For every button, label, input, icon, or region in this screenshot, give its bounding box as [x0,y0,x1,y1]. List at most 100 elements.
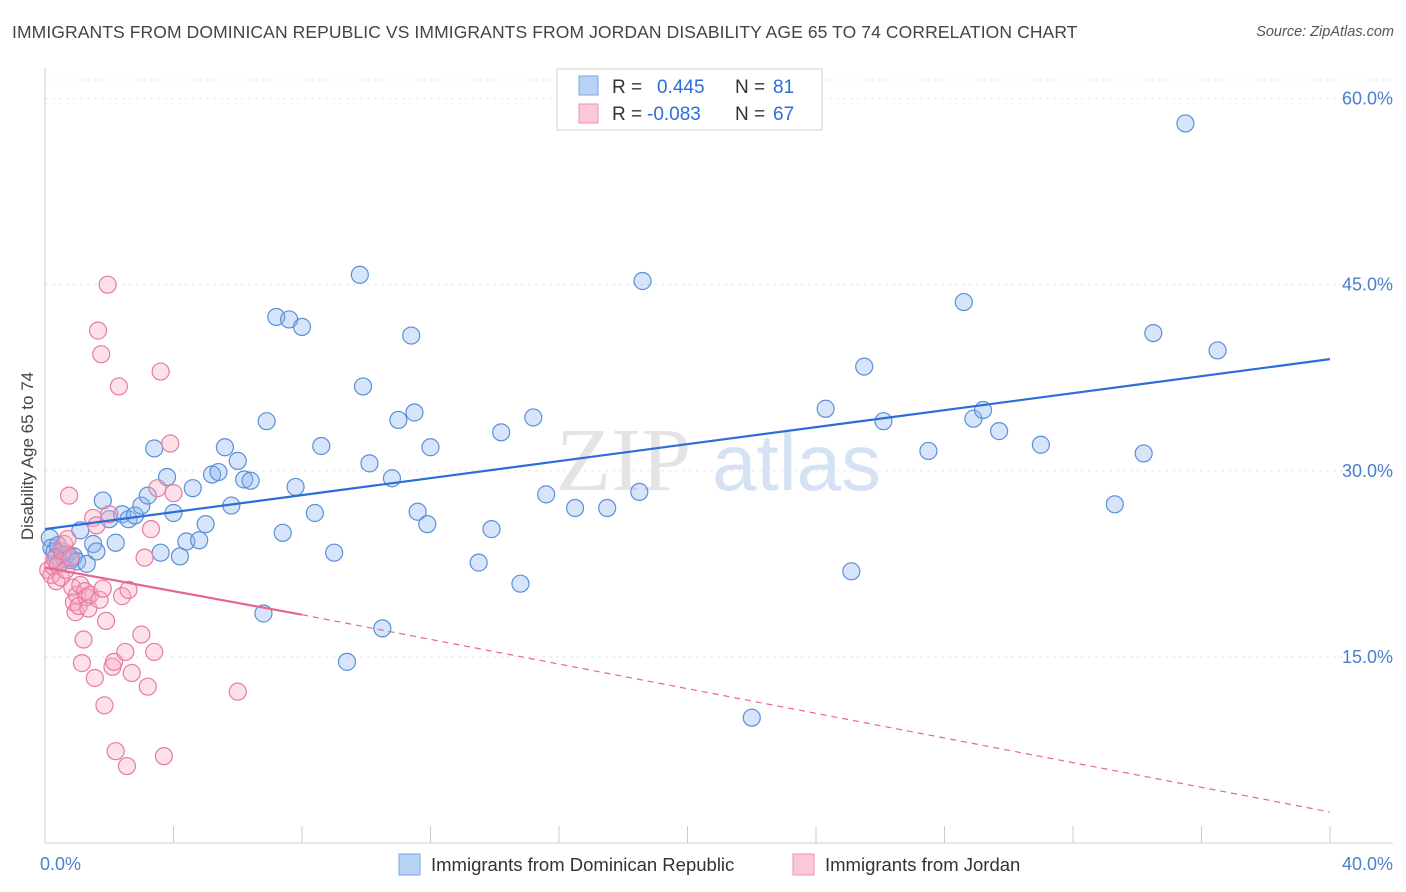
point-dominican-24 [145,439,164,458]
point-dominican-74 [842,562,861,581]
point-dominican-54 [373,619,392,638]
point-jordan-31 [93,579,112,598]
point-dominican-46 [292,317,312,336]
watermark-zip: ZIP [556,411,691,510]
point-jordan-52 [154,747,173,766]
point-jordan-12 [61,548,80,567]
point-jordan-39 [109,377,128,396]
point-jordan-19 [72,654,92,673]
point-jordan-51 [151,362,170,381]
point-dominican-38 [235,470,254,489]
legend-swatch-jordan [578,103,599,124]
trend-line-dominican [44,358,1331,531]
bottom-legend-swatch-dominican [398,853,421,876]
point-jordan-30 [92,345,111,364]
point-jordan-29 [90,590,109,609]
point-dominican-23 [138,486,157,505]
point-dominican-84 [1134,444,1153,463]
point-dominican-64 [492,423,511,442]
y-tick-label-1: 30.0% [1342,461,1393,481]
legend-n-value-1: 81 [773,77,794,98]
point-dominican-56 [389,410,408,430]
point-dominican-81 [990,422,1009,441]
point-dominican-76 [874,412,893,431]
y-tick-label-3: 60.0% [1342,89,1393,109]
point-dominican-77 [919,441,938,461]
point-dominican-67 [537,485,556,504]
point-dominican-75 [855,357,874,376]
point-dominican-61 [421,438,440,457]
point-jordan-41 [116,642,135,662]
point-dominican-82 [1031,435,1050,454]
point-jordan-53 [161,434,180,453]
legend-r-value-2: -0.083 [647,104,701,125]
y-tick-label-2: 45.0% [1342,275,1393,295]
point-dominican-52 [353,377,373,396]
data-points [39,114,1227,776]
point-jordan-32 [95,696,114,715]
point-dominican-71 [633,271,652,291]
point-dominican-70 [630,482,649,501]
axes [44,68,1393,844]
legend-r-label-1: R = [612,77,642,98]
point-dominican-39 [241,471,260,490]
point-dominican-59 [408,502,427,521]
point-dominican-18 [106,533,125,552]
watermark-atlas: atlas [712,418,881,507]
point-dominican-60 [418,515,437,534]
point-jordan-54 [164,484,183,503]
point-jordan-33 [96,611,116,631]
point-dominican-73 [816,399,835,418]
point-jordan-50 [148,479,167,498]
point-dominican-50 [337,652,357,671]
point-jordan-43 [119,580,138,600]
point-dominican-22 [132,496,151,515]
bottom-legend-label-jordan: Immigrants from Jordan [825,854,1020,875]
point-dominican-49 [325,543,344,562]
point-dominican-85 [1144,323,1163,343]
bottom-legend-swatch-jordan [792,853,815,876]
trend-lines [44,358,1331,813]
point-jordan-26 [85,668,104,688]
point-dominican-57 [402,326,421,345]
point-jordan-44 [122,663,141,683]
legend-n-label-1: N = [735,77,765,98]
point-jordan-34 [98,275,117,294]
point-jordan-20 [74,630,93,649]
point-dominican-30 [183,479,202,498]
legend-r-value-1: 0.445 [657,77,705,98]
point-dominican-15 [87,542,106,561]
point-jordan-10 [58,529,77,549]
point-dominican-48 [312,436,331,456]
trend-line-jordan [44,566,303,616]
point-jordan-48 [141,520,161,539]
point-dominican-45 [286,477,305,497]
point-dominican-41 [257,412,276,431]
bottom-legend-label-dominican: Immigrants from Dominican Republic [431,854,734,875]
point-dominican-62 [469,553,488,572]
source-label: Source: ZipAtlas.com [1256,24,1394,40]
point-dominican-53 [360,454,379,473]
point-dominican-34 [209,462,228,482]
y-tick-label-0: 15.0% [1342,647,1393,667]
series-jordan [39,275,247,776]
point-dominican-65 [511,574,530,593]
point-dominican-86 [1176,114,1195,133]
point-dominican-68 [565,498,585,518]
chart-title: IMMIGRANTS FROM DOMINICAN REPUBLIC VS IM… [12,22,1078,42]
point-jordan-11 [59,486,79,505]
point-jordan-35 [100,505,119,524]
point-dominican-25 [151,543,170,562]
point-jordan-55 [228,682,247,701]
point-jordan-45 [132,625,151,644]
y-axis-label: Disability Age 65 to 74 [18,372,37,540]
point-dominican-43 [273,523,292,542]
legend-n-value-2: 67 [773,104,794,125]
point-jordan-46 [135,548,154,567]
point-jordan-49 [145,642,164,662]
point-jordan-47 [138,677,157,696]
tick-labels: 15.0% 30.0% 45.0% 60.0% 0.0% 40.0% [40,89,1393,874]
point-dominican-83 [1105,495,1124,514]
point-jordan-38 [106,742,125,761]
